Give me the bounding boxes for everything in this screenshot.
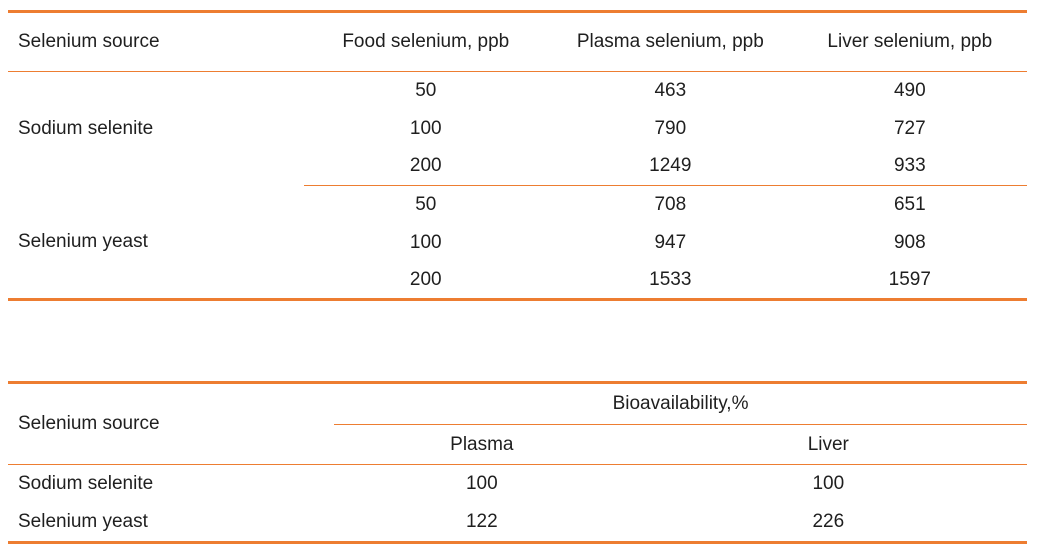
table1-cell-liver: 908 (893, 231, 926, 253)
table1-cell-food: 50 (415, 193, 437, 215)
table2-cell-liver: 226 (812, 511, 845, 533)
table1-cell-plasma: 463 (654, 79, 687, 101)
table1-cell-food: 200 (409, 268, 442, 290)
table-row: Selenium yeast 122 226 (8, 504, 1027, 543)
table-row: Sodium selenite 100 100 (8, 465, 1027, 504)
table1-cell-plasma: 708 (654, 193, 687, 215)
table1-cell-liver: 727 (893, 117, 926, 139)
table-row: 100 790 727 (8, 110, 1027, 148)
table1-cell-liver: 490 (893, 79, 926, 101)
table2-cell-plasma: 122 (465, 511, 498, 533)
table1-header-liver: Liver selenium, ppb (792, 11, 1027, 72)
table1-cell-plasma: 947 (654, 231, 687, 253)
table2-header-liver: Liver (629, 424, 1027, 465)
selenium-concentration-table: Selenium source Food selenium, ppb Plasm… (8, 10, 1027, 301)
table2-cell-plasma: 100 (465, 473, 498, 495)
table-row: 200 1249 933 (8, 147, 1027, 186)
table-row: 200 1533 1597 (8, 262, 1027, 300)
table2-cell-liver: 100 (812, 473, 845, 495)
table-row: 100 947 908 (8, 224, 1027, 262)
table1-cell-plasma: 1533 (649, 268, 692, 290)
table1-cell-liver: 651 (893, 193, 926, 215)
table-row: Selenium yeast 50 708 651 (8, 186, 1027, 252)
table1-cell-plasma: 790 (654, 117, 687, 139)
table1-header-source: Selenium source (8, 11, 304, 72)
table-row: Sodium selenite 50 463 490 (8, 72, 1027, 139)
table1-cell-plasma: 1249 (548, 147, 793, 186)
table1-cell-liver: 1597 (888, 268, 931, 290)
table1-cell-food: 100 (409, 231, 442, 253)
table2-header-source: Selenium source (8, 382, 335, 465)
table2-cell-source: Sodium selenite (18, 473, 154, 495)
table2-header-row-top: Selenium source Bioavailability,% (8, 382, 1027, 465)
table2-header-plasma: Plasma (334, 424, 630, 465)
table2-header-row-sub: Plasma Liver (8, 424, 1027, 465)
table1-group-selenium-yeast: Selenium yeast (18, 230, 148, 252)
table1-header-food: Food selenium, ppb (303, 11, 549, 72)
table1-header-plasma: Plasma selenium, ppb (548, 11, 793, 72)
bioavailability-table: Selenium source Bioavailability,% Plasma… (8, 381, 1027, 544)
page: Selenium source Food selenium, ppb Plasm… (0, 10, 1048, 552)
table1-cell-food: 200 (303, 147, 549, 186)
table2-header-bioavailability: Bioavailability,% (334, 382, 1027, 425)
table2-cell-source: Selenium yeast (18, 511, 148, 533)
table1-group-sodium-selenite: Sodium selenite (18, 117, 154, 139)
table1-cell-liver: 933 (792, 147, 1027, 186)
table1-header-row: Selenium source Food selenium, ppb Plasm… (8, 11, 1027, 72)
table1-cell-food: 100 (409, 117, 442, 139)
table1-cell-food: 50 (415, 79, 437, 101)
